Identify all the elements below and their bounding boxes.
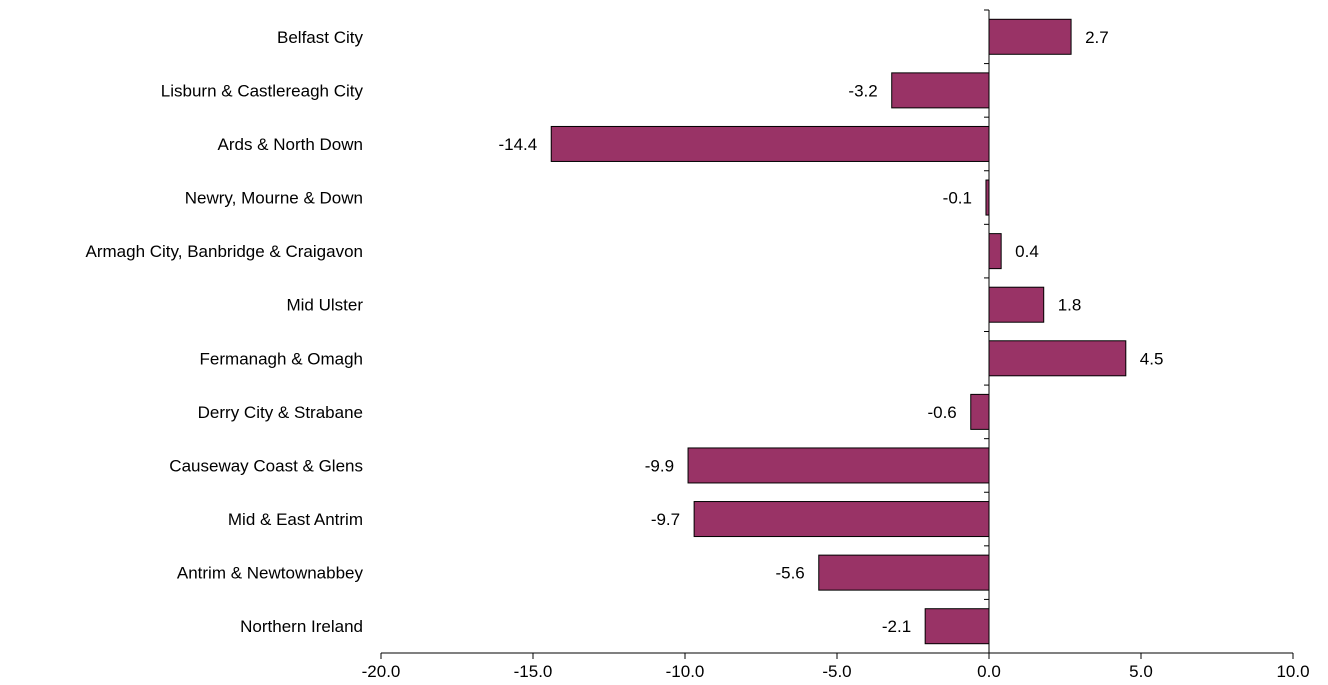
data-label: 0.4 xyxy=(1015,242,1039,261)
bar xyxy=(550,125,990,162)
data-label: -0.6 xyxy=(927,403,956,422)
bar xyxy=(818,554,990,591)
data-label: -2.1 xyxy=(882,617,911,636)
category-label: Derry City & Strabane xyxy=(198,403,363,422)
category-label: Belfast City xyxy=(277,28,363,47)
category-label: Causeway Coast & Glens xyxy=(169,456,363,475)
category-label: Antrim & Newtownabbey xyxy=(177,564,364,583)
bar xyxy=(693,501,990,538)
x-tick-label: -15.0 xyxy=(514,662,553,681)
category-label: Mid & East Antrim xyxy=(228,510,363,529)
bar xyxy=(970,393,990,430)
data-label: -3.2 xyxy=(848,81,877,100)
category-label: Fermanagh & Omagh xyxy=(200,349,363,368)
category-label: Mid Ulster xyxy=(286,296,363,315)
bar xyxy=(988,233,1002,270)
x-tick-label: 0.0 xyxy=(977,662,1001,681)
data-label: -5.6 xyxy=(775,564,804,583)
data-label: 2.7 xyxy=(1085,28,1109,47)
data-label: -9.9 xyxy=(645,456,674,475)
category-label: Lisburn & Castlereagh City xyxy=(161,81,364,100)
category-label: Armagh City, Banbridge & Craigavon xyxy=(86,242,364,261)
category-label: Ards & North Down xyxy=(218,135,364,154)
bar xyxy=(988,286,1045,323)
x-tick-label: -5.0 xyxy=(822,662,851,681)
data-label: 4.5 xyxy=(1140,349,1164,368)
bar xyxy=(988,18,1072,55)
bar xyxy=(924,608,990,645)
data-label: 1.8 xyxy=(1058,296,1082,315)
data-label: -14.4 xyxy=(498,135,537,154)
x-tick-label: 10.0 xyxy=(1276,662,1309,681)
category-label: Newry, Mourne & Down xyxy=(185,189,363,208)
data-label: -9.7 xyxy=(651,510,680,529)
category-label: Northern Ireland xyxy=(240,617,363,636)
data-label: -0.1 xyxy=(943,189,972,208)
bar xyxy=(687,447,990,484)
x-tick-label: -20.0 xyxy=(362,662,401,681)
bar xyxy=(988,340,1127,377)
bar xyxy=(891,72,990,109)
x-tick-label: 5.0 xyxy=(1129,662,1153,681)
x-tick-label: -10.0 xyxy=(666,662,705,681)
